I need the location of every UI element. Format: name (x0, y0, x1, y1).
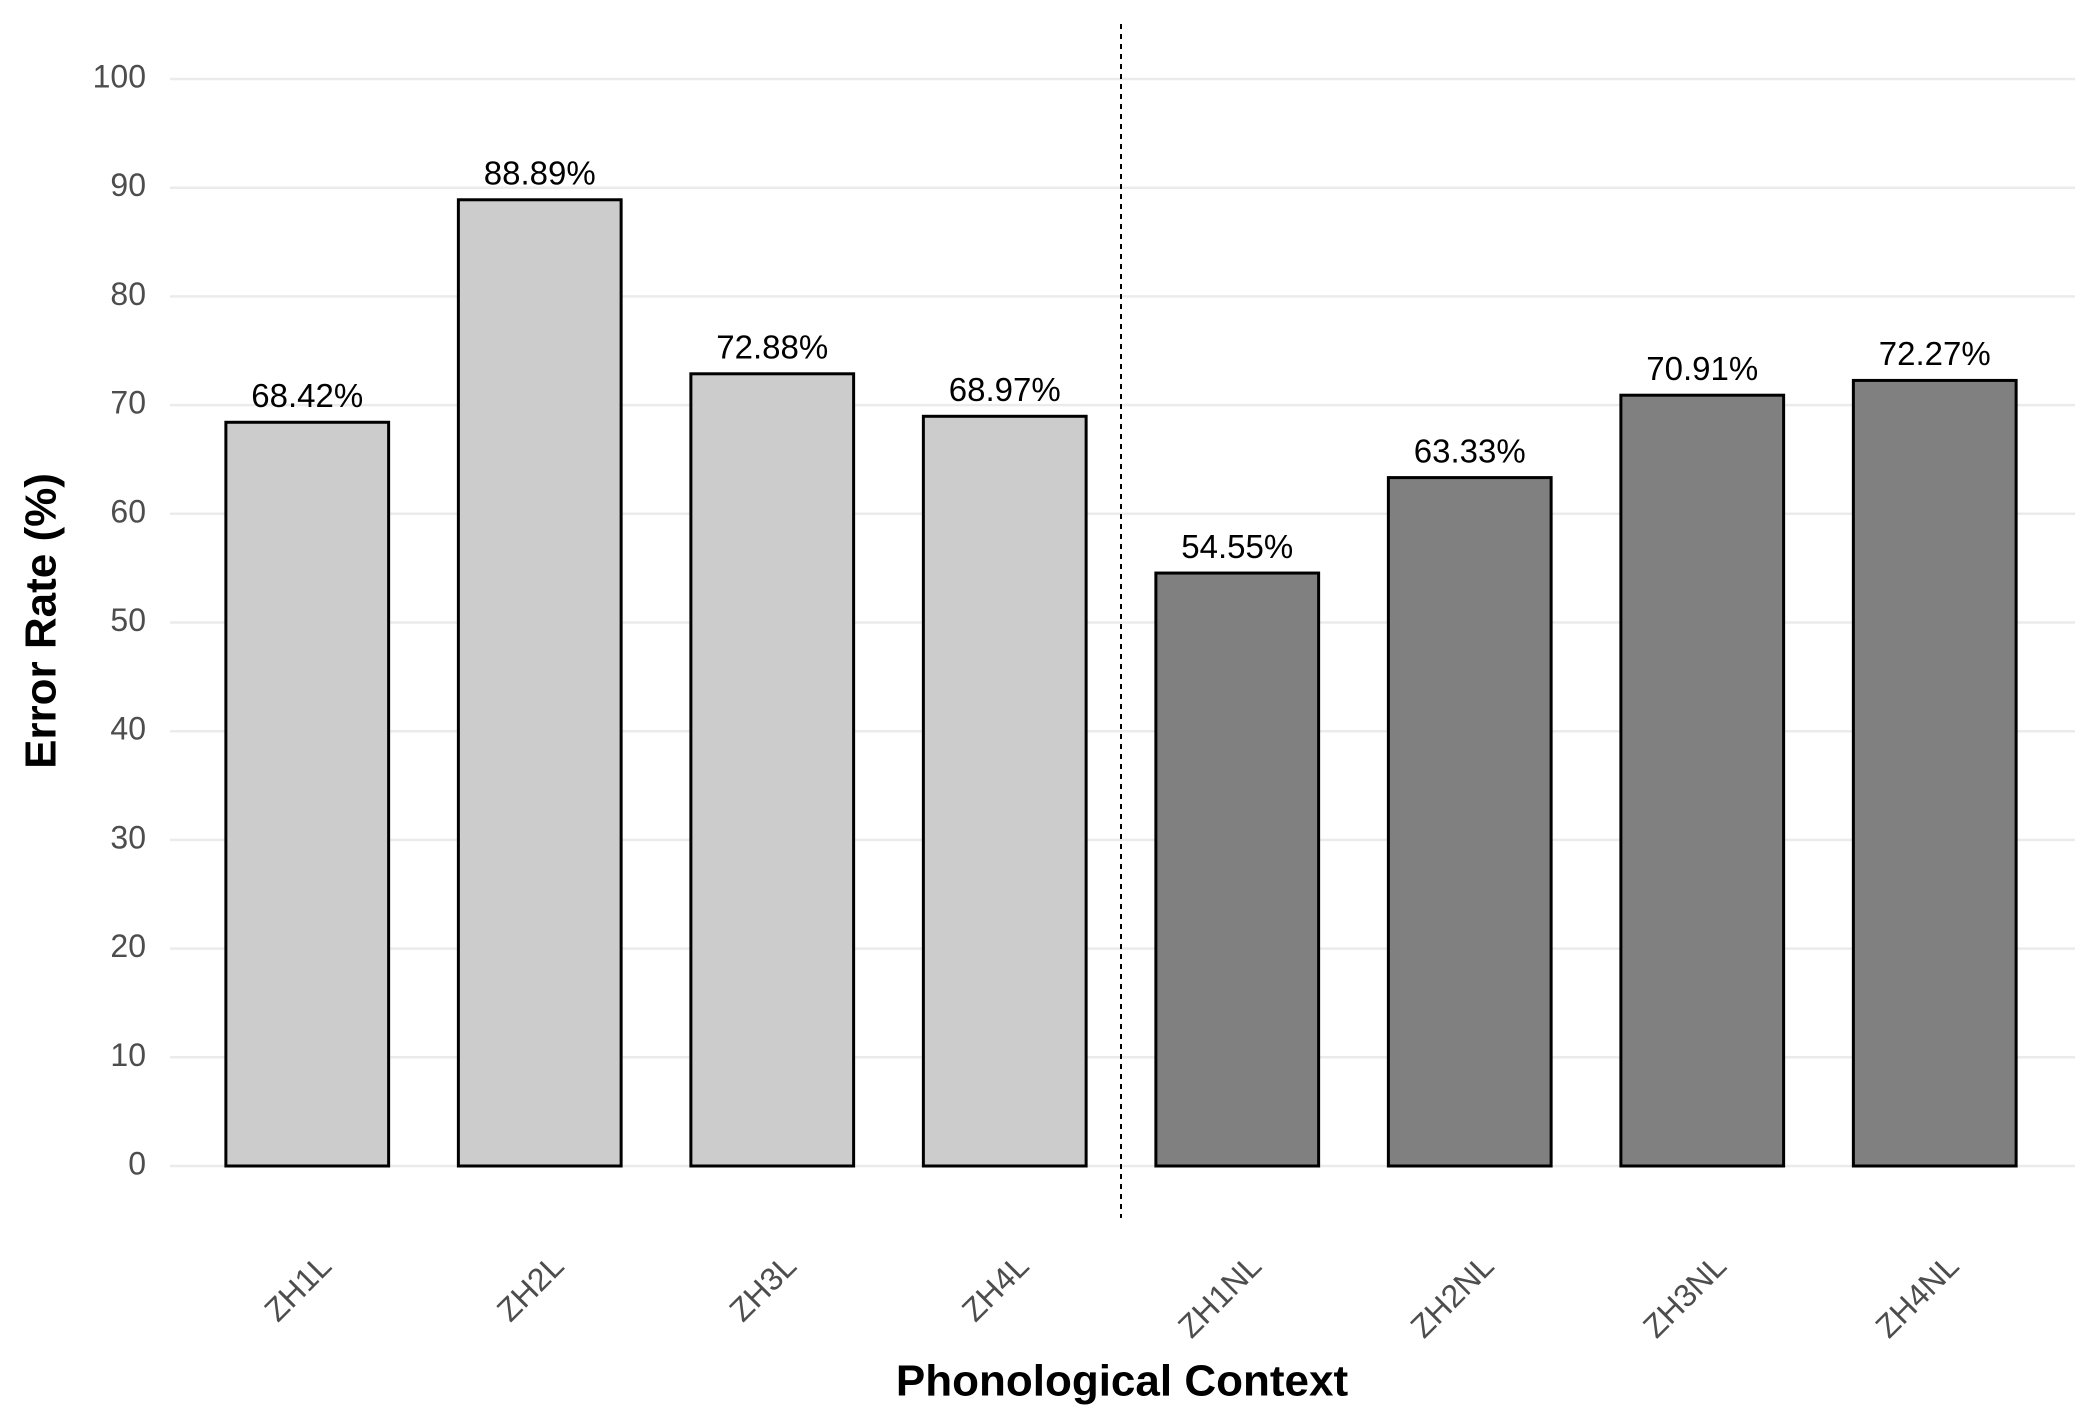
y-tick-label: 100 (93, 58, 146, 94)
value-label: 63.33% (1414, 432, 1526, 469)
value-label: 68.42% (251, 377, 363, 414)
y-tick-label: 60 (110, 493, 146, 529)
bar (1154, 571, 1321, 1168)
bar (1619, 393, 1786, 1168)
value-label: 88.89% (484, 154, 596, 191)
bar (224, 420, 391, 1168)
y-axis-title: Error Rate (%) (17, 473, 66, 769)
value-label: 70.91% (1646, 350, 1758, 387)
value-label: 68.97% (949, 371, 1061, 408)
x-tick-label: ZH4L (955, 1247, 1036, 1328)
x-tick-label: ZH2L (490, 1247, 571, 1328)
y-tick-label: 30 (110, 819, 146, 855)
bar (456, 198, 623, 1168)
y-tick-label: 10 (110, 1037, 146, 1073)
x-tick-label: ZH2NL (1404, 1247, 1501, 1344)
y-tick-label: 50 (110, 602, 146, 638)
x-axis-title: Phonological Context (896, 1357, 1349, 1406)
bar (1851, 378, 2018, 1168)
y-tick-label: 40 (110, 711, 146, 747)
x-tick-label: ZH3L (722, 1247, 803, 1328)
bar (921, 414, 1088, 1168)
value-label: 72.27% (1879, 335, 1991, 372)
x-tick-label: ZH1L (257, 1247, 338, 1328)
y-tick-label: 0 (128, 1145, 146, 1181)
y-tick-label: 90 (110, 167, 146, 203)
x-tick-label: ZH1NL (1171, 1247, 1268, 1344)
y-tick-label: 70 (110, 385, 146, 421)
bar (1386, 476, 1553, 1168)
y-tick-label: 80 (110, 276, 146, 312)
bar (689, 372, 856, 1168)
x-tick-label: ZH4NL (1869, 1247, 1966, 1344)
y-tick-label: 20 (110, 928, 146, 964)
x-tick-label: ZH3NL (1636, 1247, 1733, 1344)
value-label: 54.55% (1181, 528, 1293, 565)
value-label: 72.88% (716, 329, 828, 366)
